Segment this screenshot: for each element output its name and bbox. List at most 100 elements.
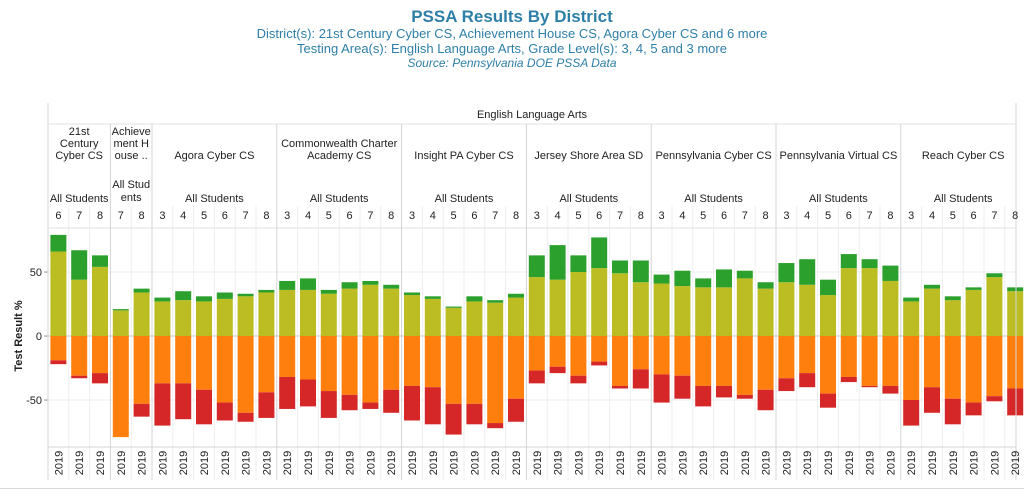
bar-basic[interactable] — [320, 336, 337, 392]
bar-proficient[interactable] — [820, 295, 836, 336]
bar-basic[interactable] — [778, 336, 795, 379]
bar-basic[interactable] — [196, 336, 212, 390]
bar-basic[interactable] — [508, 336, 524, 399]
bar-below-basic[interactable] — [965, 402, 982, 416]
bar-proficient[interactable] — [196, 301, 212, 336]
bar-proficient[interactable] — [799, 284, 816, 336]
bar-basic[interactable] — [716, 336, 732, 386]
bar-basic[interactable] — [653, 336, 670, 375]
bar-below-basic[interactable] — [570, 375, 587, 384]
bar-below-basic[interactable] — [445, 403, 462, 435]
bar-proficient[interactable] — [528, 277, 545, 336]
bar-below-basic[interactable] — [736, 394, 753, 399]
bar-advanced[interactable] — [466, 296, 483, 302]
bar-below-basic[interactable] — [674, 375, 691, 399]
bar-below-basic[interactable] — [840, 376, 857, 383]
bar-basic[interactable] — [903, 336, 920, 400]
bar-proficient[interactable] — [924, 288, 940, 336]
bar-proficient[interactable] — [632, 282, 649, 336]
bar-basic[interactable] — [695, 336, 712, 386]
bar-proficient[interactable] — [778, 282, 795, 336]
bar-below-basic[interactable] — [986, 396, 1003, 402]
bar-proficient[interactable] — [216, 298, 233, 336]
bar-below-basic[interactable] — [591, 361, 608, 366]
bar-basic[interactable] — [591, 336, 608, 362]
bar-below-basic[interactable] — [612, 385, 628, 389]
bar-below-basic[interactable] — [799, 373, 816, 388]
bar-below-basic[interactable] — [237, 412, 254, 422]
bar-advanced[interactable] — [736, 270, 753, 279]
bar-below-basic[interactable] — [196, 389, 212, 425]
bar-proficient[interactable] — [133, 292, 150, 336]
bar-proficient[interactable] — [591, 268, 608, 336]
bar-basic[interactable] — [404, 336, 420, 386]
bar-basic[interactable] — [466, 336, 483, 404]
bar-advanced[interactable] — [861, 259, 878, 269]
bar-advanced[interactable] — [508, 293, 524, 298]
bar-proficient[interactable] — [508, 297, 524, 336]
bar-advanced[interactable] — [133, 288, 150, 293]
bar-basic[interactable] — [175, 336, 192, 384]
bar-below-basic[interactable] — [528, 370, 545, 384]
bar-proficient[interactable] — [840, 268, 857, 336]
bar-advanced[interactable] — [632, 260, 649, 283]
bar-advanced[interactable] — [986, 273, 1003, 278]
bar-advanced[interactable] — [341, 282, 358, 289]
bar-basic[interactable] — [840, 336, 857, 377]
bar-below-basic[interactable] — [882, 385, 899, 394]
bar-below-basic[interactable] — [716, 385, 732, 398]
bar-proficient[interactable] — [466, 301, 483, 336]
bar-basic[interactable] — [487, 336, 504, 424]
bar-proficient[interactable] — [237, 296, 254, 336]
bar-basic[interactable] — [362, 336, 379, 403]
bar-below-basic[interactable] — [424, 387, 441, 425]
bar-advanced[interactable] — [1007, 287, 1024, 292]
bar-advanced[interactable] — [612, 260, 628, 274]
bar-advanced[interactable] — [383, 284, 400, 289]
bar-proficient[interactable] — [882, 280, 899, 336]
bar-below-basic[interactable] — [924, 387, 940, 413]
bar-below-basic[interactable] — [362, 402, 379, 409]
bar-proficient[interactable] — [612, 273, 628, 336]
bar-below-basic[interactable] — [903, 400, 920, 426]
bar-proficient[interactable] — [757, 288, 774, 336]
bar-below-basic[interactable] — [757, 389, 774, 411]
bar-advanced[interactable] — [71, 250, 88, 280]
bar-proficient[interactable] — [1007, 291, 1024, 336]
bar-advanced[interactable] — [570, 255, 587, 272]
bar-proficient[interactable] — [383, 288, 400, 336]
bar-advanced[interactable] — [279, 280, 296, 290]
bar-advanced[interactable] — [175, 291, 192, 301]
bar-basic[interactable] — [549, 336, 566, 367]
bar-basic[interactable] — [528, 336, 545, 371]
bar-proficient[interactable] — [71, 279, 88, 336]
bar-proficient[interactable] — [965, 289, 982, 336]
bar-below-basic[interactable] — [632, 369, 649, 389]
bar-proficient[interactable] — [445, 307, 462, 336]
bar-proficient[interactable] — [50, 251, 67, 336]
bar-advanced[interactable] — [487, 300, 504, 303]
bar-proficient[interactable] — [341, 288, 358, 336]
bar-basic[interactable] — [71, 336, 88, 376]
bar-below-basic[interactable] — [341, 394, 358, 411]
bar-below-basic[interactable] — [653, 374, 670, 403]
bar-proficient[interactable] — [258, 292, 275, 336]
bar-below-basic[interactable] — [383, 389, 400, 413]
bar-basic[interactable] — [258, 336, 275, 393]
bar-proficient[interactable] — [861, 268, 878, 336]
bar-proficient[interactable] — [424, 298, 441, 336]
bar-below-basic[interactable] — [216, 402, 233, 421]
bar-advanced[interactable] — [404, 292, 420, 296]
bar-advanced[interactable] — [300, 278, 316, 290]
bar-basic[interactable] — [986, 336, 1003, 397]
bar-below-basic[interactable] — [154, 383, 171, 426]
bar-advanced[interactable] — [653, 274, 670, 284]
bar-basic[interactable] — [799, 336, 816, 374]
bar-basic[interactable] — [445, 336, 462, 404]
bar-advanced[interactable] — [258, 289, 275, 293]
bar-below-basic[interactable] — [71, 375, 88, 379]
bar-proficient[interactable] — [404, 295, 420, 336]
bar-basic[interactable] — [632, 336, 649, 370]
bar-advanced[interactable] — [237, 293, 254, 297]
bar-below-basic[interactable] — [300, 379, 316, 407]
